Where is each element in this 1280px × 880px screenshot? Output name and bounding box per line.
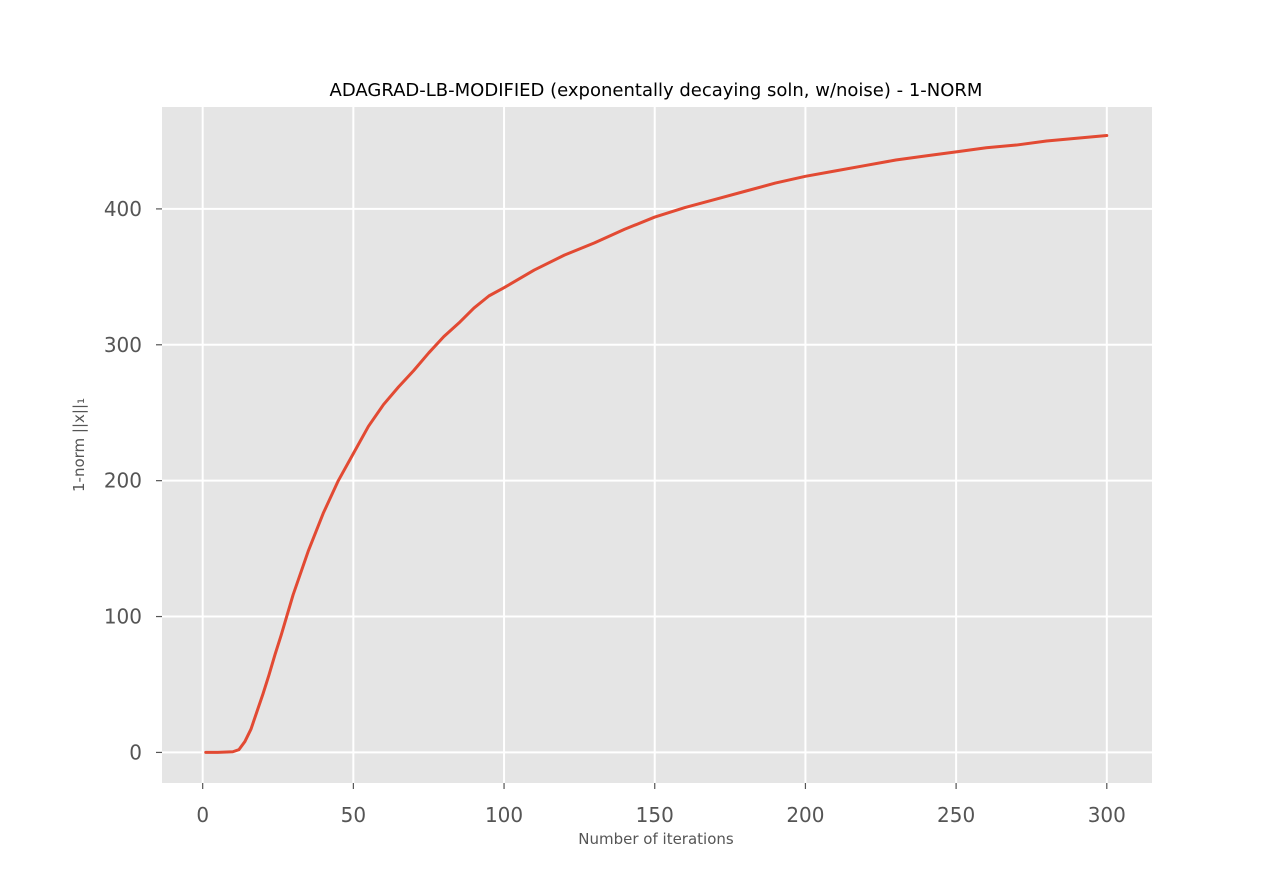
x-axis-label: Number of iterations bbox=[578, 830, 734, 848]
x-tick-label: 0 bbox=[196, 803, 209, 827]
y-tick-label: 400 bbox=[104, 197, 142, 221]
y-tick-label: 300 bbox=[104, 333, 142, 357]
x-tick-label: 150 bbox=[636, 803, 674, 827]
axis-ticks: 0 50 100 150 200 250 300 0 100 200 300 400 bbox=[104, 197, 1126, 827]
y-tick-label: 200 bbox=[104, 469, 142, 493]
x-tick-label: 300 bbox=[1088, 803, 1126, 827]
x-tick-label: 100 bbox=[485, 803, 523, 827]
plot-area bbox=[162, 107, 1152, 783]
x-tick-label: 200 bbox=[786, 803, 824, 827]
series-line bbox=[204, 134, 1109, 754]
y-axis-label: 1-norm ||x||₁ bbox=[70, 398, 88, 492]
chart-title: ADAGRAD-LB-MODIFIED (exponentally decayi… bbox=[330, 80, 983, 101]
y-tick-label: 0 bbox=[129, 740, 142, 764]
y-tick-label: 100 bbox=[104, 605, 142, 629]
x-tick-label: 50 bbox=[341, 803, 366, 827]
x-tick-label: 250 bbox=[937, 803, 975, 827]
grid-lines bbox=[162, 107, 1152, 783]
